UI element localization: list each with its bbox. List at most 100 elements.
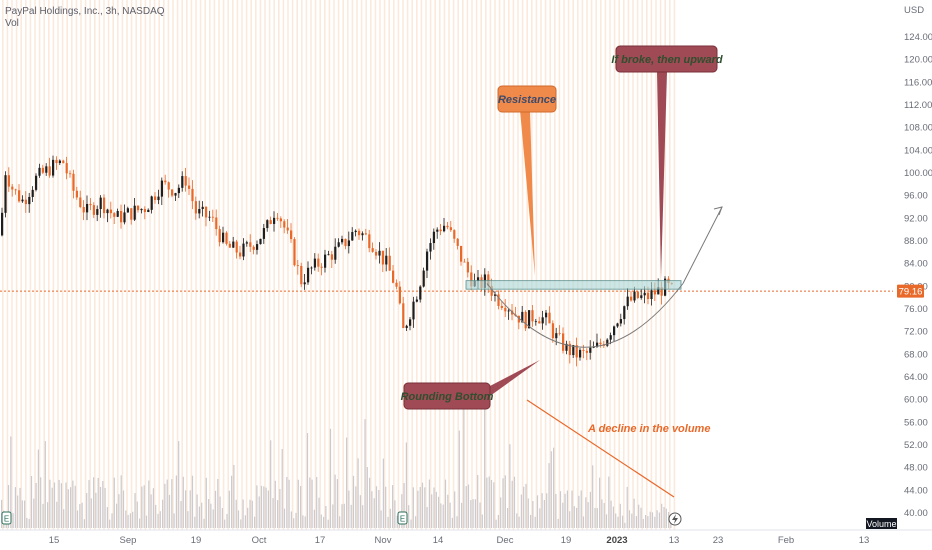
candle-body [606,339,609,346]
session-stripe [199,0,202,530]
candle-body [494,294,497,296]
volume-bar [136,501,138,528]
volume-bar [638,504,640,528]
candle-body [568,343,571,356]
session-stripe [84,0,87,530]
candle-body [572,345,575,356]
earnings-icon: E [400,515,405,524]
volume-bar [221,508,223,528]
candle-body [307,267,310,283]
rounding-bottom-curve [486,283,684,348]
volume-bar [442,504,444,528]
volume-bar [624,522,626,528]
candle-body [171,189,174,196]
volume-bar [401,494,403,528]
candle-body [324,254,327,268]
volume-bar [65,482,67,528]
chart-legend: PayPal Holdings, Inc., 3h, NASDAQ Vol [5,6,165,30]
volume-bar [219,496,221,528]
session-stripe [549,0,551,530]
session-stripe [646,0,648,530]
current-price-badge: 79.16 [897,284,924,298]
price-tick-label: 112.00 [904,100,932,111]
session-stripe [572,0,574,530]
candle-body [504,307,507,312]
price-axis[interactable] [893,0,932,530]
session-stripe [600,0,602,530]
volume-bar [509,444,511,528]
session-stripe [11,0,13,530]
candle-body [140,208,143,211]
volume-bar [481,514,483,528]
candle-body [653,290,656,295]
volume-bar [661,503,663,528]
volume-bar [145,515,148,528]
session-stripe [471,0,473,530]
volume-bar [484,402,486,528]
session-stripe [356,0,358,530]
candle-body [619,319,622,324]
session-stripe [618,0,620,530]
candle-body [232,241,235,248]
volume-bar [300,485,302,528]
breakout-callout[interactable]: If broke, then upward [611,45,723,278]
session-stripe [107,0,110,530]
volume-bar [228,490,230,528]
session-stripe [669,0,671,530]
volume-bar [456,516,458,528]
candle-body [120,210,123,223]
volume-bar [392,485,394,528]
volume-bar [580,490,582,528]
candle-body [575,345,578,358]
candle-body [92,205,95,215]
candle-body [405,325,408,329]
candle-body [364,233,367,235]
volume-bar [320,514,322,528]
candle-body [164,180,167,183]
volume-bar [373,498,375,528]
candle-body [99,197,102,210]
session-stripe [66,0,68,530]
session-stripe [406,0,409,530]
resistance-callout[interactable]: Resistance [497,85,557,276]
session-stripe [554,0,556,530]
candle-body [640,295,643,298]
volume-bar [187,511,189,528]
volume-bar [520,494,522,528]
candle-body [1,212,4,236]
volume-bar [33,498,35,528]
volume-bar [507,507,509,528]
candle-body [72,173,75,191]
volume-bar [578,495,580,528]
svg-text:Volume: Volume [866,519,896,529]
earnings-marker[interactable]: E [1,511,12,525]
candle-body [398,286,401,304]
volume-bar [28,518,30,528]
candle-body [460,245,463,262]
volume-bar [283,508,286,528]
time-tick-label: 15 [49,535,60,546]
volume-bar [185,490,187,528]
session-stripe [374,0,377,530]
earnings-marker[interactable]: E [397,511,408,525]
volume-bar [385,486,387,528]
candle-body [96,209,99,215]
volume-bar [555,493,557,528]
volume-bar [90,498,92,528]
pattern-callout[interactable]: Rounding Bottom [401,360,540,410]
session-stripe [232,0,234,530]
volume-bar [311,479,313,528]
lightning-icon[interactable] [668,512,682,526]
candle-body [507,310,510,312]
session-stripe [43,0,45,530]
candle-body [453,230,456,239]
session-stripe [25,0,27,530]
candle-body [415,299,418,302]
session-stripe [475,0,478,530]
volume-bar [203,518,205,528]
candle-body [432,231,435,244]
resistance-zone[interactable] [465,280,682,290]
volume-bar [458,430,460,528]
volume-bar [325,506,327,528]
